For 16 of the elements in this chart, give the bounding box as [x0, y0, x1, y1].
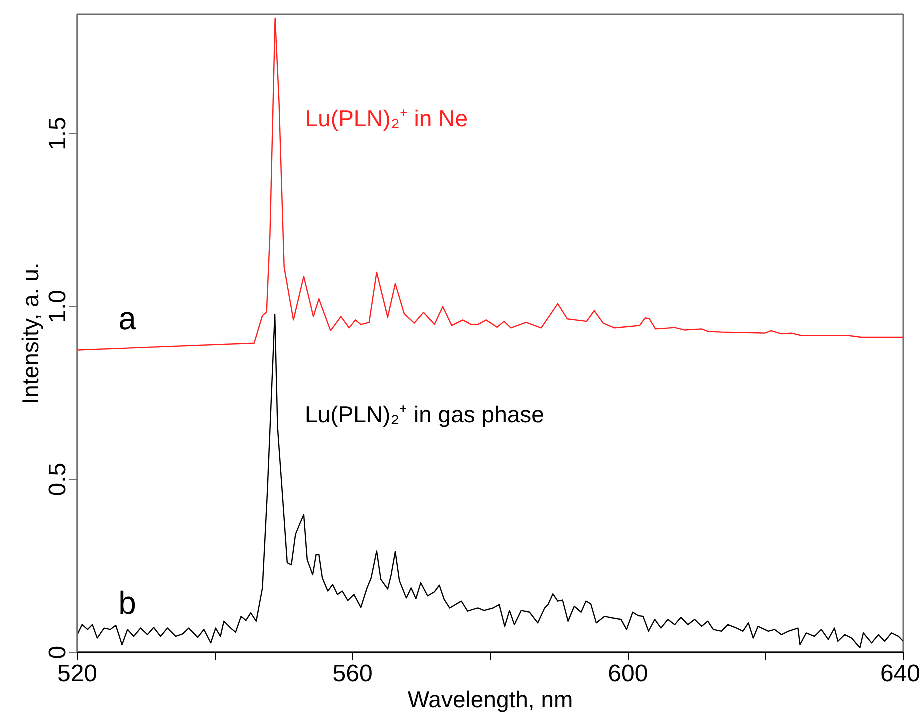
x-tick-label: 600 — [608, 660, 648, 688]
x-tick-label: 640 — [880, 660, 920, 688]
line-series — [78, 314, 904, 649]
y-axis-title: Intensity, a. u. — [18, 262, 44, 404]
x-tick-label: 520 — [57, 660, 98, 688]
series-label: Lu(PLN)₂⁺ in gas phase — [305, 402, 544, 428]
annotation: a — [118, 300, 137, 336]
y-tick-label: 1.5 — [44, 117, 72, 150]
x-tick-label: 560 — [332, 660, 373, 688]
y-tick-label: 1.0 — [44, 290, 72, 324]
annotation: b — [118, 584, 136, 621]
line-series — [78, 18, 904, 351]
series-label: Lu(PLN)₂⁺ in Ne — [305, 105, 468, 132]
x-axis-title: Wavelength, nm — [408, 686, 574, 712]
y-tick-label: 0.5 — [44, 462, 72, 496]
y-tick-label: 0 — [44, 646, 72, 660]
